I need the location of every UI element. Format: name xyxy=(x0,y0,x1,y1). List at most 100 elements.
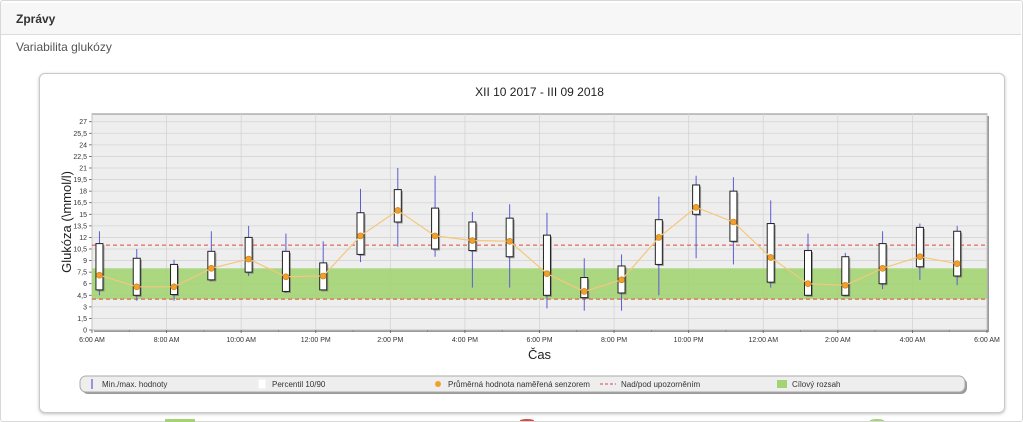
mean-point xyxy=(431,232,439,240)
legend-box xyxy=(79,375,966,393)
percentile-box xyxy=(841,256,850,296)
mean-point xyxy=(543,270,551,277)
y-tick-label: 19,5 xyxy=(73,177,87,184)
y-tick-label: 3 xyxy=(83,304,87,311)
y-tick-label: 22,5 xyxy=(73,154,87,161)
y-axis-label: Glukóza (\mmol/l) xyxy=(59,171,74,273)
x-tick-label: 8:00 AM xyxy=(154,337,180,344)
y-tick-label: 21 xyxy=(79,166,87,173)
section-header: Zprávy xyxy=(1,3,1021,35)
percentile-box xyxy=(915,226,924,268)
percentile-box xyxy=(393,189,402,223)
mean-point xyxy=(655,234,663,241)
y-tick-label: 4,5 xyxy=(77,293,87,300)
y-tick-label: 7,5 xyxy=(77,270,87,277)
mean-point xyxy=(170,283,178,291)
mean-point xyxy=(841,281,849,289)
chart-title: XII 10 2017 - III 09 2018 xyxy=(475,85,604,99)
legend: Min./max. hodnoty Percentil 10/90 Průměrná… xyxy=(79,375,967,394)
next-card-peek-red xyxy=(520,419,534,422)
percentile-box xyxy=(804,250,812,296)
x-tick-label: 12:00 AM xyxy=(748,337,778,344)
y-tick-label: 16,5 xyxy=(73,200,87,207)
percentile-box xyxy=(505,217,514,258)
x-tick-label: 8:00 PM xyxy=(601,337,627,344)
plot-area: 0 1,5 3 4,5 6 7,5 9 10,5 12 13,5 15 16,5 18 19,5 21 22,… xyxy=(73,113,1000,344)
x-tick-label: 6:00 AM xyxy=(974,337,1000,344)
x-axis-label: Čas xyxy=(528,347,552,362)
y-tick-label: 0 xyxy=(83,328,87,335)
percentile-box xyxy=(692,184,701,215)
percentile-box xyxy=(468,221,477,252)
percentile-box xyxy=(244,236,253,273)
legend-label-minmax: Min./max. hodnoty xyxy=(102,380,167,389)
x-tick-label: 2:00 AM xyxy=(825,337,851,344)
percentile-box xyxy=(766,223,775,283)
mean-point xyxy=(804,280,812,288)
y-tick-label: 27 xyxy=(79,119,87,126)
legend-label-warning: Nad/pod upozorněním xyxy=(621,380,701,389)
y-tick-label: 9 xyxy=(83,258,87,265)
mean-point xyxy=(357,232,364,240)
y-tick-label: 24 xyxy=(79,142,87,149)
chart-card: XII 10 2017 - III 09 2018 0 1,5 3 4,5 6 7,5 9 1… xyxy=(39,73,1005,413)
percentile-box xyxy=(132,257,141,296)
y-tick-label: 15 xyxy=(79,212,87,219)
percentile-box xyxy=(953,230,962,277)
percentile-box xyxy=(95,243,104,291)
target-range-band xyxy=(92,268,987,300)
legend-target-swatch xyxy=(777,380,787,388)
mean-point xyxy=(282,273,290,281)
y-tick-label: 10,5 xyxy=(73,247,87,254)
mean-point xyxy=(916,253,924,261)
y-tick-label: 18 xyxy=(79,189,87,196)
mean-point xyxy=(133,283,141,291)
mean-point xyxy=(730,218,737,226)
mean-point xyxy=(245,255,252,263)
mean-point xyxy=(506,237,513,245)
next-card-peek-green xyxy=(165,419,195,422)
percentile-box xyxy=(878,243,887,285)
y-tick-label: 12 xyxy=(79,235,87,242)
percentile-box xyxy=(431,207,440,250)
report-subtitle: Variabilita glukózy xyxy=(16,40,112,54)
percentile-box xyxy=(542,234,551,296)
mean-point xyxy=(618,276,625,284)
y-tick-label: 13,5 xyxy=(73,223,87,230)
x-tick-label: 10:00 AM xyxy=(226,337,256,344)
x-tick-label: 12:00 PM xyxy=(301,337,331,344)
mean-point xyxy=(208,264,215,272)
legend-mean-swatch xyxy=(435,381,441,387)
x-tick-label: 6:00 PM xyxy=(526,337,552,344)
percentile-box xyxy=(654,219,663,265)
percentile-box xyxy=(170,263,179,296)
mean-point xyxy=(879,264,886,272)
legend-percentile-swatch xyxy=(258,379,266,389)
mean-line xyxy=(99,206,958,293)
mean-point xyxy=(319,272,327,280)
mean-point xyxy=(580,288,588,295)
legend-label-percentile: Percentil 10/90 xyxy=(272,380,326,389)
y-tick-label: 25,5 xyxy=(73,131,87,138)
percentile-box xyxy=(729,190,738,242)
legend-label-target: Cílový rozsah xyxy=(792,380,840,389)
mean-point xyxy=(953,260,961,267)
y-tick-label: 6 xyxy=(83,281,87,288)
mean-point xyxy=(394,207,402,214)
x-tick-label: 10:00 PM xyxy=(674,337,704,344)
next-card-peek-green-2 xyxy=(870,419,884,422)
x-tick-label: 4:00 AM xyxy=(900,337,926,344)
mean-point xyxy=(767,254,775,261)
y-tick-label: 1,5 xyxy=(77,316,87,323)
legend-label-mean: Průměrná hodnota naměřená senzorem xyxy=(448,380,590,389)
percentile-box xyxy=(281,250,290,292)
mean-point xyxy=(96,271,103,279)
x-tick-label: 2:00 PM xyxy=(377,337,403,344)
section-title: Zprávy xyxy=(16,12,56,26)
mean-point xyxy=(692,204,700,211)
mean-point xyxy=(469,237,476,244)
percentile-box xyxy=(580,277,589,299)
x-tick-label: 4:00 PM xyxy=(452,337,478,344)
glucose-variability-chart: XII 10 2017 - III 09 2018 0 1,5 3 4,5 6 7,5 9 1… xyxy=(59,85,1000,394)
x-tick-label: 6:00 AM xyxy=(79,337,105,344)
